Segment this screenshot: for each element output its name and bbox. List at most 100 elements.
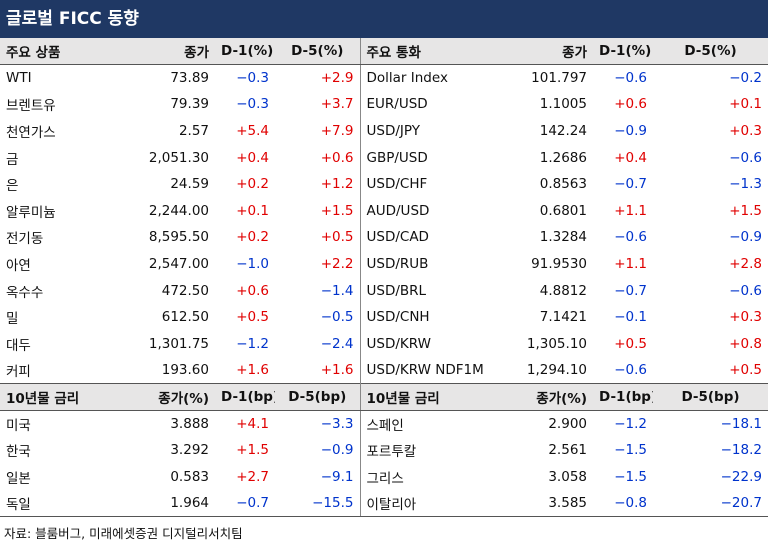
change-d5: −20.7 — [653, 490, 768, 518]
column-header: D-1(bp) — [593, 383, 653, 411]
close-value: 79.39 — [170, 96, 209, 113]
close-value: 2.900 — [548, 415, 587, 432]
column-header: D-5(bp) — [275, 383, 361, 411]
row-label: 전기동 — [6, 231, 44, 248]
change-d1: −0.9 — [614, 123, 647, 140]
change-d5: +0.6 — [275, 144, 361, 171]
close-value: 0.583 — [170, 468, 209, 485]
table-row: 전기동 8,595.50 +0.2 +0.5 USD/CAD 1.3284 −0.6 −0.9 — [0, 224, 768, 251]
close-value: 1,294.10 — [526, 362, 587, 379]
change-d1: −1.5 — [614, 468, 647, 485]
row-label: 브렌트유 — [6, 98, 56, 115]
close-value: 2,244.00 — [148, 202, 209, 219]
close-value: 3.585 — [500, 490, 593, 518]
column-header: 종가 — [110, 38, 215, 66]
row-label: USD/JPY — [366, 123, 420, 140]
row-label: 포르투칼 — [366, 444, 417, 461]
change-d5: +0.3 — [729, 123, 762, 140]
change-d1: +0.2 — [236, 176, 269, 193]
row-label: 밀 — [6, 311, 19, 328]
change-d5: −22.9 — [720, 468, 762, 485]
row-label: 대두 — [6, 337, 31, 354]
close-value: 2.561 — [548, 442, 587, 459]
close-value: 1.3284 — [539, 229, 587, 246]
change-d5: +0.5 — [275, 224, 361, 251]
change-d1: +0.5 — [236, 309, 269, 326]
table-row: 한국 3.292 +1.5 −0.9 포르투칼 2.561 −1.5 −18.2 — [0, 436, 768, 464]
change-d1: −1.0 — [236, 256, 269, 273]
row-label: EUR/USD — [366, 96, 428, 113]
change-d5: +2.9 — [275, 64, 361, 92]
change-d5: −18.1 — [720, 415, 762, 432]
table-row: 옥수수 472.50 +0.6 −1.4 USD/BRL 4.8812 −0.7 −0.6 — [0, 277, 768, 304]
table-row: 천연가스 2.57 +5.4 +7.9 USD/JPY 142.24 −0.9 +0.3 — [0, 117, 768, 145]
change-d1: +0.1 — [236, 202, 269, 219]
change-d5: −0.9 — [275, 436, 361, 464]
close-value: 24.59 — [170, 176, 209, 193]
row-label: GBP/USD — [366, 149, 428, 166]
row-label: 금 — [6, 151, 19, 168]
close-value: 3.058 — [548, 468, 587, 485]
row-label: 미국 — [6, 417, 31, 434]
row-label: Dollar Index — [366, 70, 448, 87]
change-d1: +1.1 — [614, 256, 647, 273]
change-d1: −1.2 — [614, 415, 647, 432]
change-d5: +0.8 — [729, 335, 762, 352]
row-label: 커피 — [6, 364, 31, 381]
close-value: 101.797 — [531, 70, 587, 87]
change-d1: −1.5 — [614, 442, 647, 459]
change-d1: −0.6 — [614, 70, 647, 87]
close-value: 1.964 — [110, 490, 215, 518]
change-d1: −0.6 — [614, 229, 647, 246]
column-header: 종가(%) — [500, 383, 593, 411]
column-header: D-1(%) — [215, 38, 275, 66]
change-d5: +0.5 — [729, 362, 762, 379]
row-label: USD/CAD — [366, 229, 429, 246]
change-d1: −0.7 — [614, 176, 647, 193]
close-value: 2,051.30 — [148, 149, 209, 166]
table-row: 은 24.59 +0.2 +1.2 USD/CHF 0.8563 −0.7 −1.3 — [0, 170, 768, 198]
row-label: USD/BRL — [366, 282, 427, 299]
close-value: 4.8812 — [539, 282, 587, 299]
table-row: 커피 193.60 +1.6 +1.6 USD/KRW NDF1M 1,294.10 −0.… — [0, 357, 768, 384]
column-header: D-1(bp) — [215, 383, 275, 411]
change-d1: +2.7 — [236, 468, 269, 485]
table-row: 밀 612.50 +0.5 −0.5 USD/CNH 7.1421 −0.1 +0.3 — [0, 303, 768, 331]
change-d5: +2.2 — [275, 250, 361, 278]
close-value: 1.2686 — [539, 149, 587, 166]
table-row: 브렌트유 79.39 −0.3 +3.7 EUR/USD 1.1005 +0.6 +0.1 — [0, 91, 768, 118]
close-value: 91.9530 — [531, 256, 587, 273]
ficc-table: 주요 상품 종가 D-1(%) D-5(%) 주요 통화 종가 D-1(%) D-5(%) WT… — [0, 38, 768, 518]
change-d1: +4.1 — [236, 415, 269, 432]
column-header: D-5(bp) — [653, 383, 768, 411]
change-d5: −0.2 — [729, 70, 762, 87]
close-value: 73.89 — [170, 70, 209, 87]
change-d1: −0.8 — [593, 490, 653, 518]
change-d5: −1.4 — [275, 277, 361, 304]
row-label: 일본 — [6, 470, 31, 487]
row-label: 옥수수 — [6, 284, 44, 301]
row-label: 알루미늄 — [6, 204, 56, 221]
close-value: 2.57 — [178, 123, 209, 140]
change-d5: −0.9 — [729, 229, 762, 246]
change-d5: +2.8 — [729, 256, 762, 273]
change-d1: −1.2 — [236, 335, 269, 352]
column-header: 주요 통화 — [360, 38, 500, 66]
change-d1: −0.6 — [614, 362, 647, 379]
change-d5: −1.3 — [729, 176, 762, 193]
row-label: 천연가스 — [6, 125, 56, 142]
source-note: 자료: 블룸버그, 미래에셋증권 디지털리서치팀 — [4, 526, 243, 541]
close-value: 3.292 — [170, 442, 209, 459]
table-row: 대두 1,301.75 −1.2 −2.4 USD/KRW 1,305.10 +0.5 +0.… — [0, 330, 768, 358]
column-header: D-1(%) — [593, 38, 653, 66]
change-d5: +1.2 — [275, 170, 361, 198]
close-value: 0.8563 — [539, 176, 587, 193]
close-value: 1,301.75 — [148, 335, 209, 352]
change-d5: +1.5 — [729, 202, 762, 219]
close-value: 2,547.00 — [148, 256, 209, 273]
row-label: USD/CNH — [366, 309, 430, 326]
table-row: 미국 3.888 +4.1 −3.3 스페인 2.900 −1.2 −18.1 — [0, 410, 768, 437]
row-label: 스페인 — [366, 417, 404, 434]
column-header: D-5(%) — [275, 38, 361, 66]
row-label: 이탈리아 — [360, 490, 500, 518]
